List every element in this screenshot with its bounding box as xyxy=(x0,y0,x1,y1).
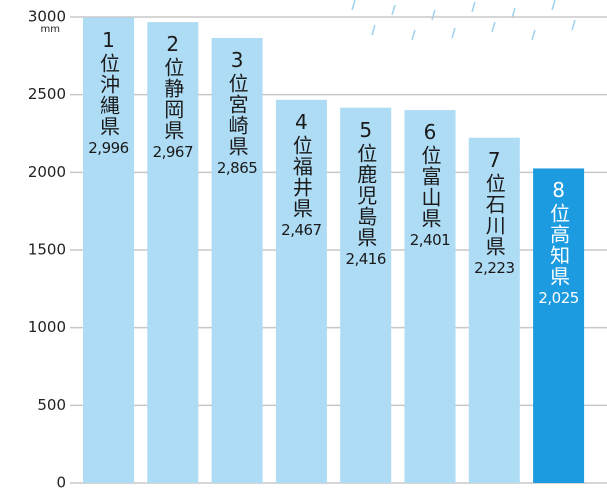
value-label: 2,467 xyxy=(281,221,321,239)
value-label: 2,401 xyxy=(410,231,450,249)
bar-label: 5位鹿児島県 2,416 xyxy=(332,118,399,268)
bar-label: 3位宮崎県 2,865 xyxy=(204,48,271,177)
y-tick-label: 2000 xyxy=(28,163,66,181)
bar-label: 1位沖縄県 2,996 xyxy=(75,28,142,157)
y-tick-label: 2500 xyxy=(28,85,66,103)
y-tick-label: 500 xyxy=(37,396,66,414)
value-label: 2,967 xyxy=(153,143,193,161)
value-label: 2,025 xyxy=(538,289,578,307)
category-label: 宮崎県 xyxy=(227,94,247,157)
y-unit: mm xyxy=(41,24,60,35)
rank-label: 8位 xyxy=(549,178,569,224)
category-label: 高知県 xyxy=(549,224,569,287)
value-label: 2,865 xyxy=(217,159,257,177)
category-label: 沖縄県 xyxy=(99,74,119,137)
value-label: 2,416 xyxy=(345,250,385,268)
rank-label: 4位 xyxy=(291,110,311,156)
rain-decoration xyxy=(352,0,575,40)
rank-label: 7位 xyxy=(484,148,504,194)
value-label: 2,223 xyxy=(474,259,514,277)
category-label: 石川県 xyxy=(484,194,504,257)
rank-label: 5位 xyxy=(356,118,376,164)
bar-label: 7位石川県 2,223 xyxy=(461,148,528,277)
y-tick-label: 0 xyxy=(56,474,66,492)
value-label: 2,996 xyxy=(88,139,128,157)
y-tick-label: 1000 xyxy=(28,318,66,336)
bar-label: 2位静岡県 2,967 xyxy=(139,32,206,161)
bar-label: 8位高知県 2,025 xyxy=(525,178,592,307)
chart-page: mm 0 500 1000 1500 2000 2500 3000 1位沖縄県 2,996 2位… xyxy=(0,0,607,497)
category-label: 福井県 xyxy=(291,156,311,219)
rank-label: 2位 xyxy=(163,32,183,78)
rank-label: 6位 xyxy=(420,120,440,166)
rank-label: 1位 xyxy=(99,28,119,74)
category-label: 富山県 xyxy=(420,166,440,229)
y-tick-label: 1500 xyxy=(28,241,66,259)
category-label: 静岡県 xyxy=(163,78,183,141)
bar-label: 6位富山県 2,401 xyxy=(397,120,464,249)
bar-label: 4位福井県 2,467 xyxy=(268,110,335,239)
y-tick-label: 3000 xyxy=(28,8,66,26)
category-label: 鹿児島県 xyxy=(356,164,376,248)
rank-label: 3位 xyxy=(227,48,247,94)
